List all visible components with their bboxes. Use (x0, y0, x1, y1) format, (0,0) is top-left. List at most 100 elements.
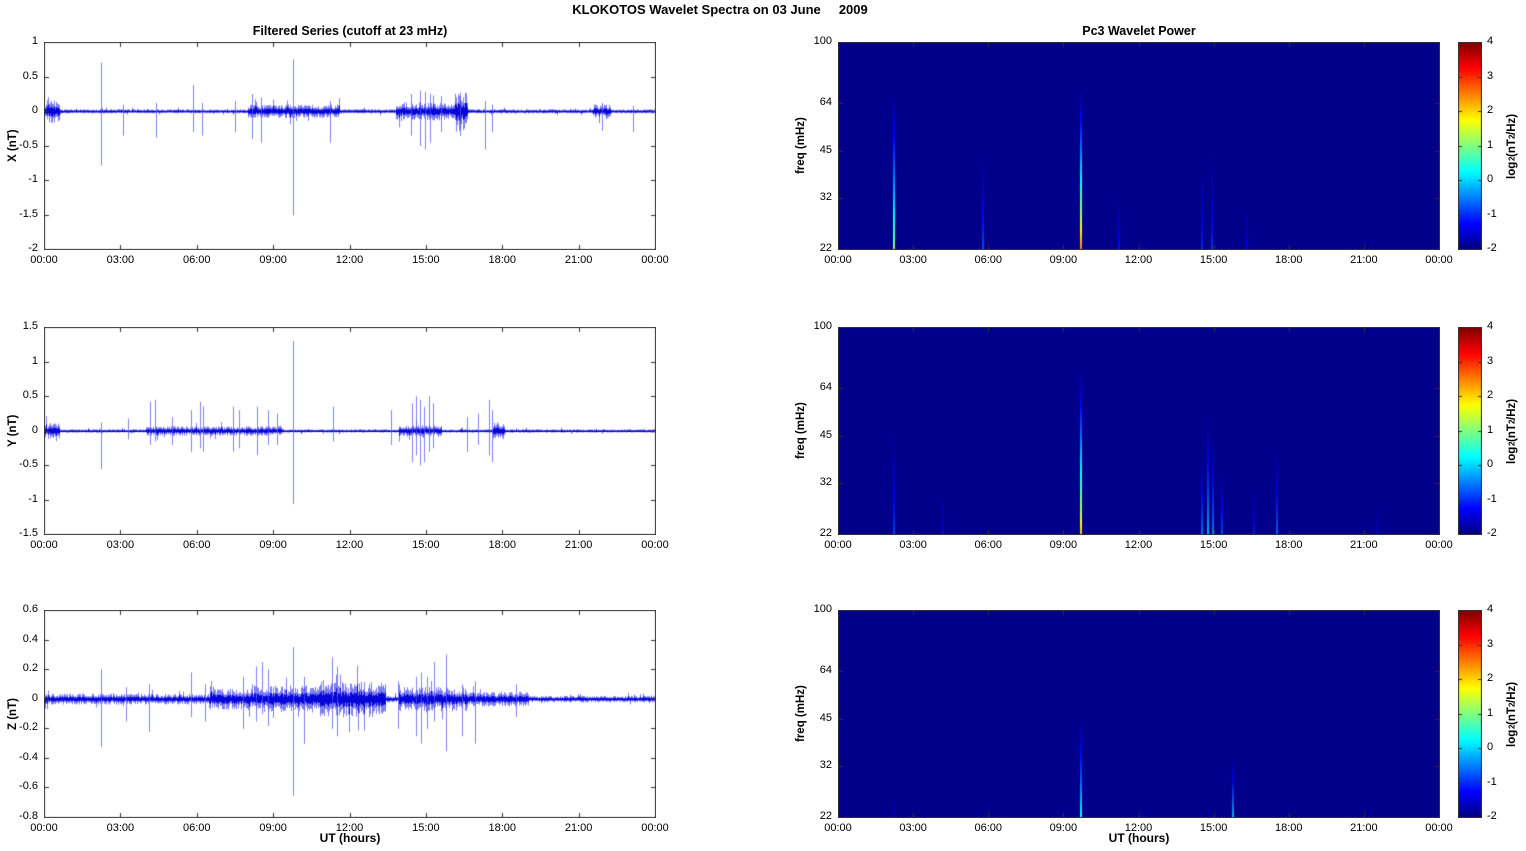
spectrogram-y-panel (838, 327, 1440, 535)
x-tick-label: 03:00 (106, 539, 135, 551)
x-tick-label: 09:00 (259, 822, 287, 834)
y-tick-label: 0.5 (22, 389, 38, 401)
y-tick-label: -1 (28, 173, 38, 185)
x-tick-label: 18:00 (1274, 822, 1303, 834)
timeseries-z-canvas (44, 610, 656, 818)
y-tick-label: -0.4 (19, 750, 38, 763)
y-tick-label: -0.2 (19, 721, 38, 734)
x-tick-label: 12:00 (335, 254, 364, 266)
right-column-title: Pc3 Wavelet Power (1082, 24, 1196, 38)
y-tick-label: -0.6 (19, 780, 38, 793)
colorbar-3 (1458, 610, 1482, 818)
timeseries-y-panel (44, 327, 656, 535)
colorbar-1 (1458, 42, 1482, 250)
colorbar-tick-label: 4 (1487, 35, 1494, 47)
x-tick-label: 15:00 (1199, 822, 1228, 834)
x-tick-label: 09:00 (1049, 254, 1078, 266)
freq-tick-label: 64 (819, 664, 832, 676)
colorbar-tick-label: 2 (1487, 389, 1494, 401)
spectrogram-z-panel (838, 610, 1440, 818)
y-tick-label: 1.5 (22, 320, 38, 332)
spectrogram-y-canvas (838, 327, 1440, 535)
y-tick-label: -1 (28, 492, 38, 505)
freq-tick-label: 22 (819, 242, 832, 254)
colorbar-3-canvas (1458, 610, 1482, 818)
y-tick-label: 1 (31, 354, 38, 367)
colorbar-tick-label: 3 (1487, 69, 1494, 82)
colorbar-tick-label: 2 (1487, 104, 1494, 116)
colorbar-tick-label: 3 (1487, 354, 1494, 367)
y-tick-label: -0.5 (19, 138, 38, 151)
x-tick-label: 21:00 (564, 822, 593, 834)
x-tick-label: 18:00 (488, 539, 517, 551)
spectrogram-x-canvas (838, 42, 1440, 250)
colorbar-tick-label: 2 (1487, 672, 1494, 684)
colorbar-tick-label: 1 (1487, 423, 1494, 436)
x-tick-label: 09:00 (259, 254, 287, 266)
x-tick-label: 00:00 (1425, 539, 1453, 551)
x-tick-label: 12:00 (1124, 539, 1153, 551)
freq-tick-label: 100 (813, 603, 832, 615)
x-tick-label: 06:00 (182, 822, 211, 834)
freq-tick-label: 32 (819, 475, 832, 488)
x-tick-label: 00:00 (824, 539, 852, 551)
x-tick-label: 03:00 (899, 254, 927, 266)
freq-tick-label: 64 (819, 96, 832, 108)
x-tick-label: 18:00 (488, 254, 517, 266)
colorbar-tick-label: 1 (1487, 706, 1494, 719)
x-tick-label: 00:00 (824, 254, 852, 266)
y-tick-label: -1.5 (19, 527, 38, 539)
colorbar-tick-label: -2 (1487, 810, 1497, 822)
colorbar-tick-label: 0 (1487, 458, 1494, 470)
x-tick-label: 06:00 (974, 539, 1003, 551)
colorbar-tick-label: -2 (1487, 527, 1497, 539)
x-tick-label: 18:00 (1274, 539, 1303, 551)
colorbar-tick-label: 0 (1487, 173, 1494, 185)
figure-title: KLOKOTOS Wavelet Spectra on 03 June 2009 (572, 2, 868, 17)
freq-tick-label: 45 (819, 712, 832, 725)
y-tick-label: 0.2 (22, 662, 38, 675)
spectrogram-z-canvas (838, 610, 1440, 818)
x-tick-label: 00:00 (1425, 254, 1453, 266)
x-tick-label: 12:00 (1124, 822, 1153, 834)
left-column-title: Filtered Series (cutoff at 23 mHz) (252, 24, 448, 38)
x-tick-label: 00:00 (824, 822, 852, 834)
x-tick-label: 21:00 (564, 539, 593, 551)
y-tick-label: 0.6 (22, 603, 38, 615)
x-tick-label: 06:00 (974, 254, 1003, 266)
y-tick-label: -0.8 (19, 810, 38, 822)
y-tick-label: 0.5 (22, 69, 38, 82)
y-tick-label: -0.5 (19, 458, 38, 470)
y-tick-label: 1 (31, 35, 38, 47)
timeseries-y-canvas (44, 327, 656, 535)
colorbar-tick-label: 0 (1487, 741, 1494, 753)
x-tick-label: 15:00 (412, 822, 440, 834)
x-tick-label: 15:00 (412, 539, 440, 551)
colorbar-tick-label: -1 (1487, 492, 1497, 505)
timeseries-z-panel (44, 610, 656, 818)
timeseries-x-panel (44, 42, 656, 250)
xlabel-ut-hours-left: UT (hours) (319, 831, 381, 845)
x-tick-label: 15:00 (1199, 254, 1228, 266)
colorbar-tick-label: 4 (1487, 603, 1494, 615)
freq-tick-label: 100 (813, 320, 832, 332)
x-tick-label: 12:00 (1124, 254, 1153, 266)
colorbar-tick-label: -2 (1487, 242, 1497, 254)
x-tick-label: 21:00 (564, 254, 593, 266)
x-tick-label: 21:00 (1350, 254, 1378, 266)
x-tick-label: 09:00 (259, 539, 287, 551)
x-tick-label: 18:00 (1274, 254, 1303, 266)
x-tick-label: 06:00 (182, 254, 211, 266)
colorbar-2 (1458, 327, 1482, 535)
xlabel-ut-hours-right: UT (hours) (1108, 831, 1170, 845)
colorbar-tick-label: -1 (1487, 207, 1497, 220)
y-tick-label: -1.5 (19, 207, 38, 220)
spectrogram-x-panel (838, 42, 1440, 250)
x-tick-label: 00:00 (641, 822, 669, 834)
freq-tick-label: 100 (813, 35, 832, 47)
freq-tick-label: 64 (819, 381, 832, 393)
colorbar-tick-label: -1 (1487, 775, 1497, 788)
timeseries-x-canvas (44, 42, 656, 250)
x-tick-label: 00:00 (641, 254, 669, 266)
